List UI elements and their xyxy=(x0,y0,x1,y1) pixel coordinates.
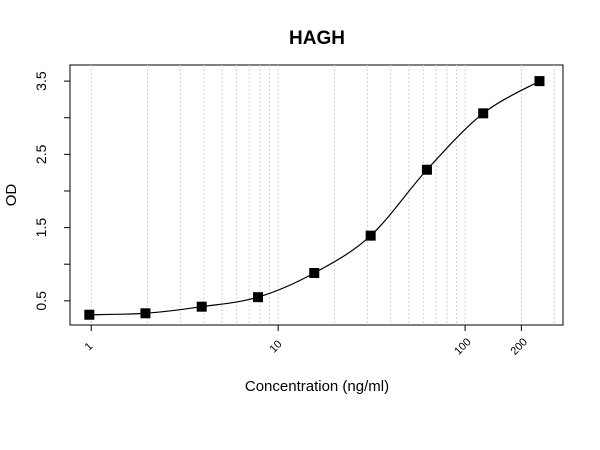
y-tick-label: 1.5 xyxy=(33,218,49,238)
y-tick-label: 2.5 xyxy=(33,144,49,164)
data-point xyxy=(365,230,376,241)
x-tick-label: 10 xyxy=(267,338,284,355)
data-point xyxy=(534,76,545,87)
x-tick-label: 100 xyxy=(452,336,473,357)
x-tick-label: 1 xyxy=(83,340,96,353)
data-point xyxy=(252,292,263,303)
x-tick-label: 200 xyxy=(509,336,530,357)
plot-frame xyxy=(69,64,564,326)
data-point xyxy=(421,164,432,175)
y-tick-label: 0.5 xyxy=(33,291,49,311)
data-point xyxy=(196,301,207,312)
x-axis-label: Concentration (ng/ml) xyxy=(245,378,389,395)
chart-title: HAGH xyxy=(289,28,345,49)
data-point xyxy=(140,308,151,319)
data-point xyxy=(478,108,489,119)
y-tick-label: 3.5 xyxy=(33,71,49,91)
data-point xyxy=(84,309,95,320)
data-point xyxy=(309,268,320,278)
fit-curve xyxy=(89,80,540,316)
y-axis-label: OD xyxy=(3,184,20,207)
